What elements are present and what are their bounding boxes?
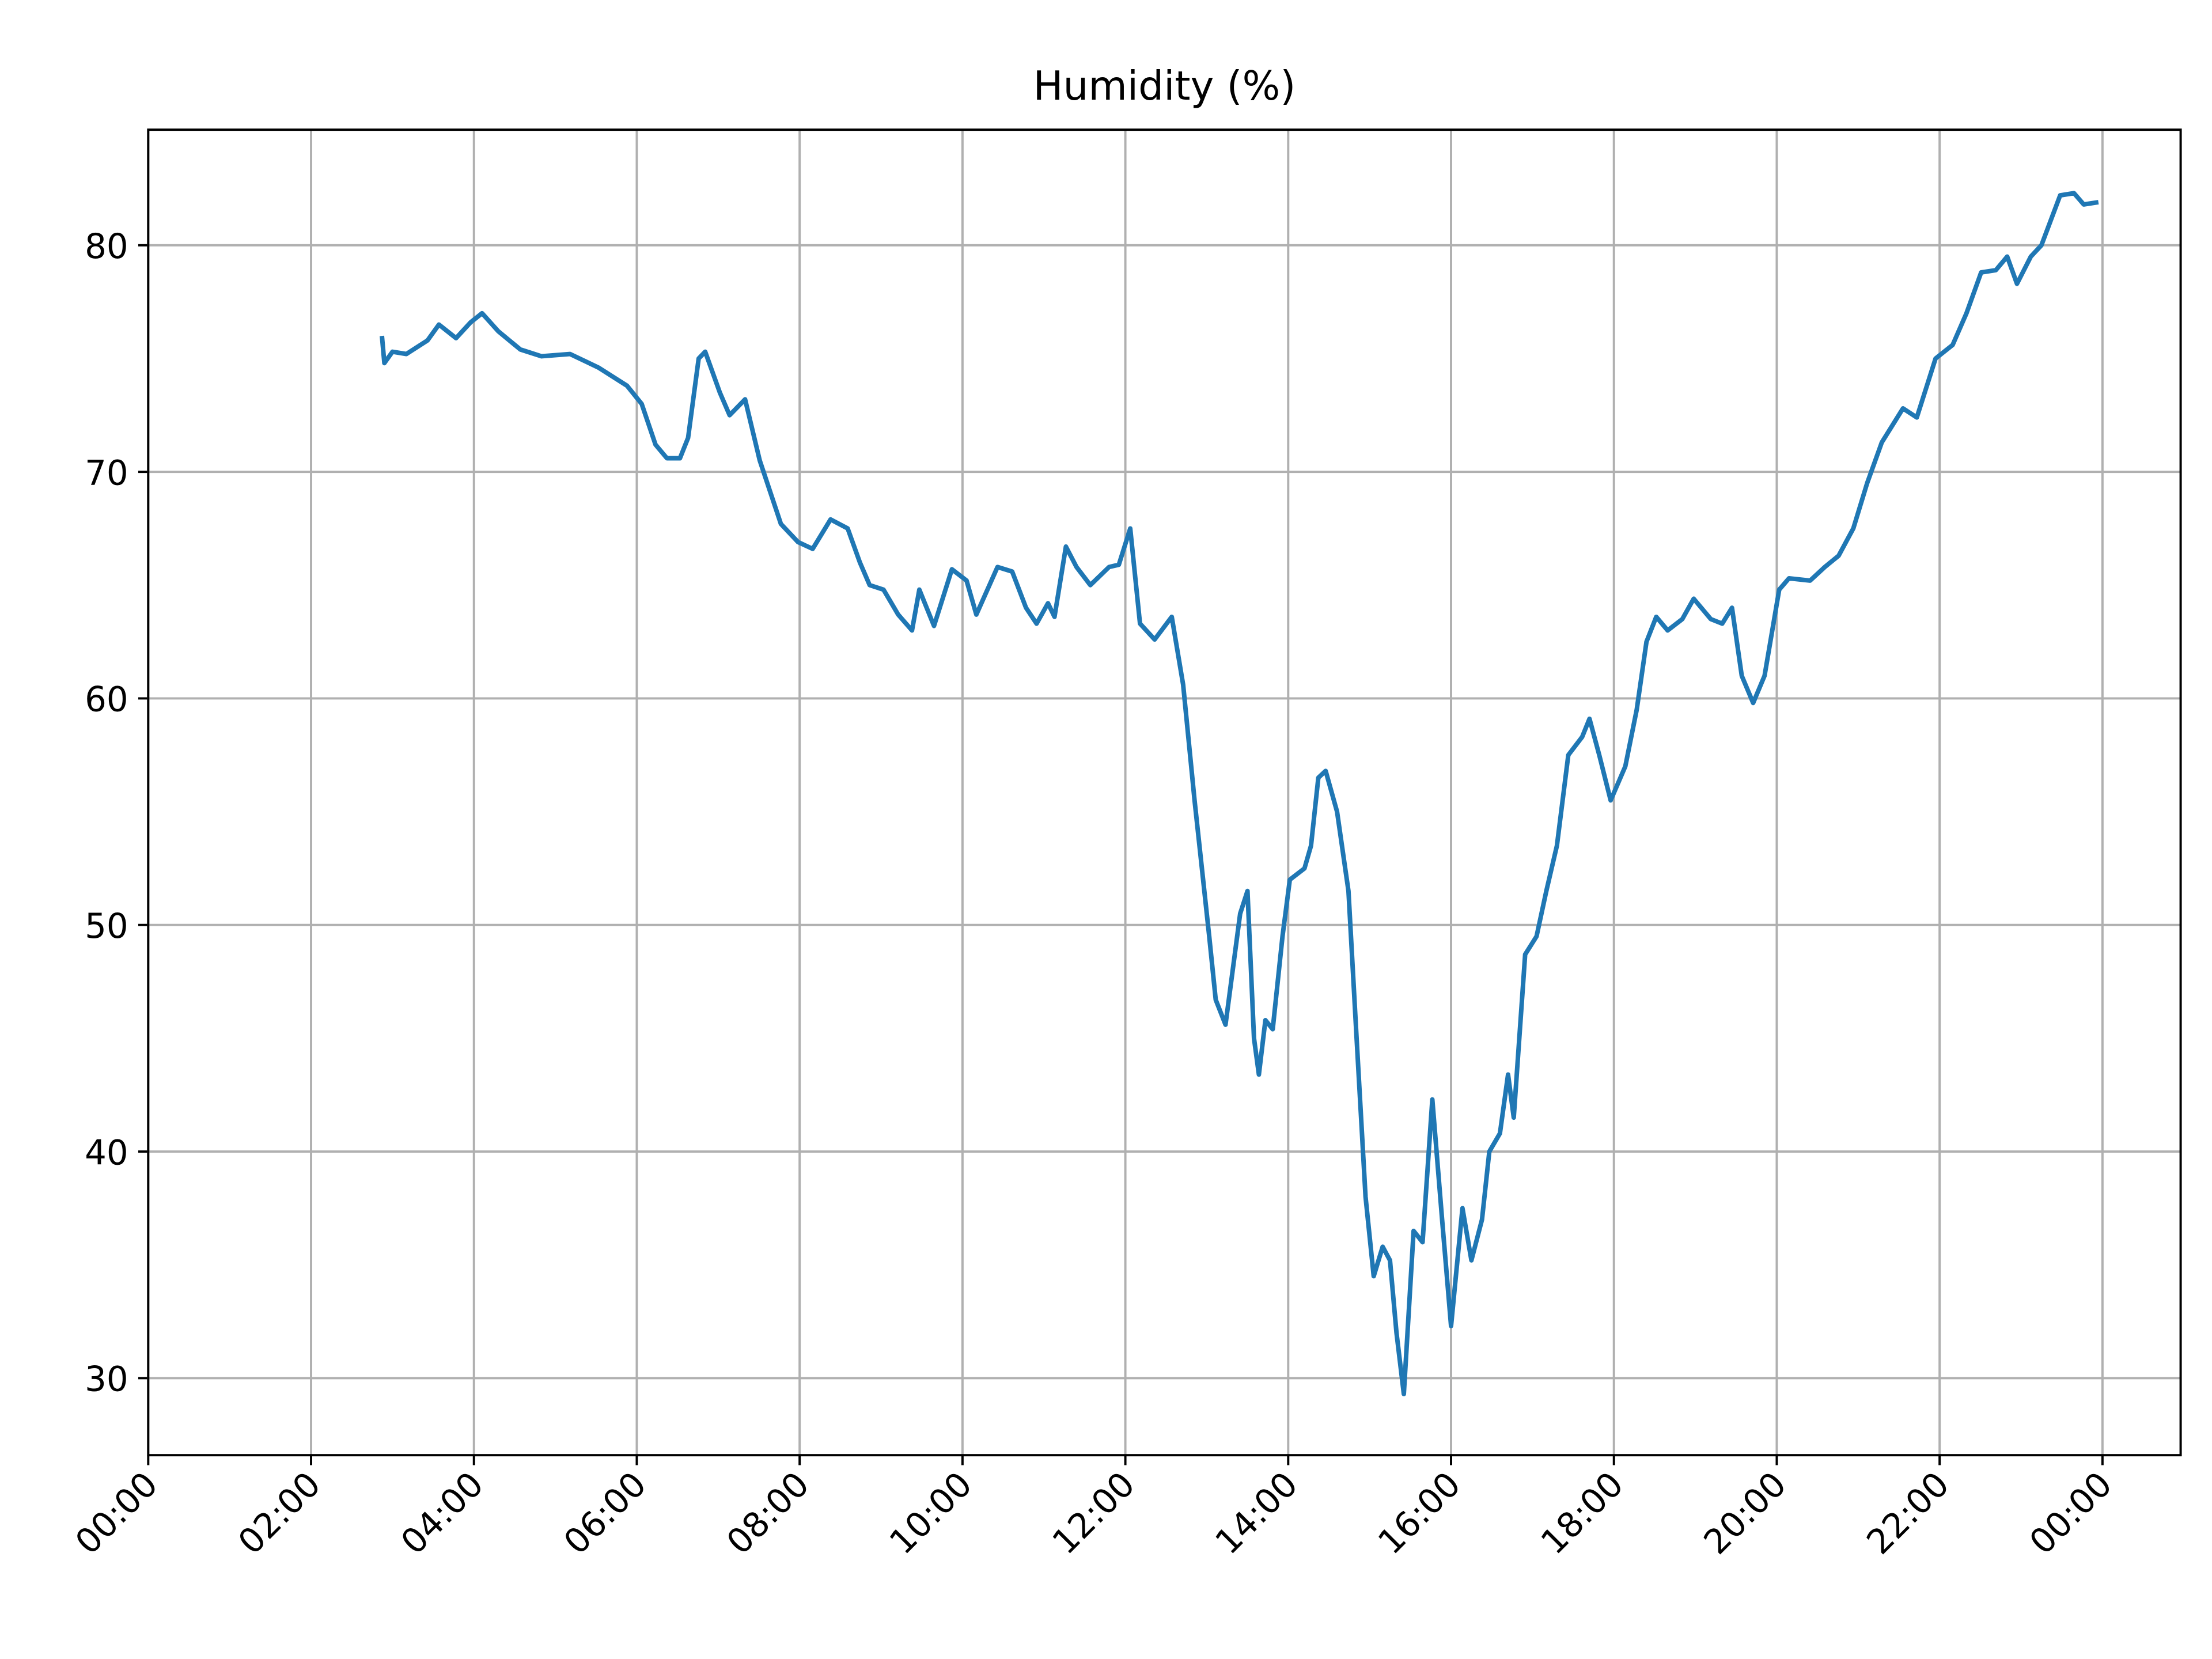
y-tick-label: 60 (85, 680, 128, 720)
y-tick-label: 30 (85, 1360, 128, 1400)
y-tick-label: 50 (85, 907, 128, 946)
data-line (380, 191, 2099, 1396)
plot-frame (147, 128, 2182, 1457)
y-tick-label: 80 (85, 227, 128, 267)
y-tick-label: 40 (85, 1133, 128, 1173)
y-tick-label: 70 (85, 453, 128, 493)
chart-title: Humidity (%) (1033, 63, 1296, 109)
